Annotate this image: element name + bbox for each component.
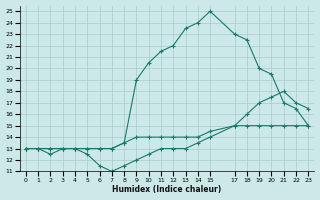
X-axis label: Humidex (Indice chaleur): Humidex (Indice chaleur)	[113, 185, 222, 194]
